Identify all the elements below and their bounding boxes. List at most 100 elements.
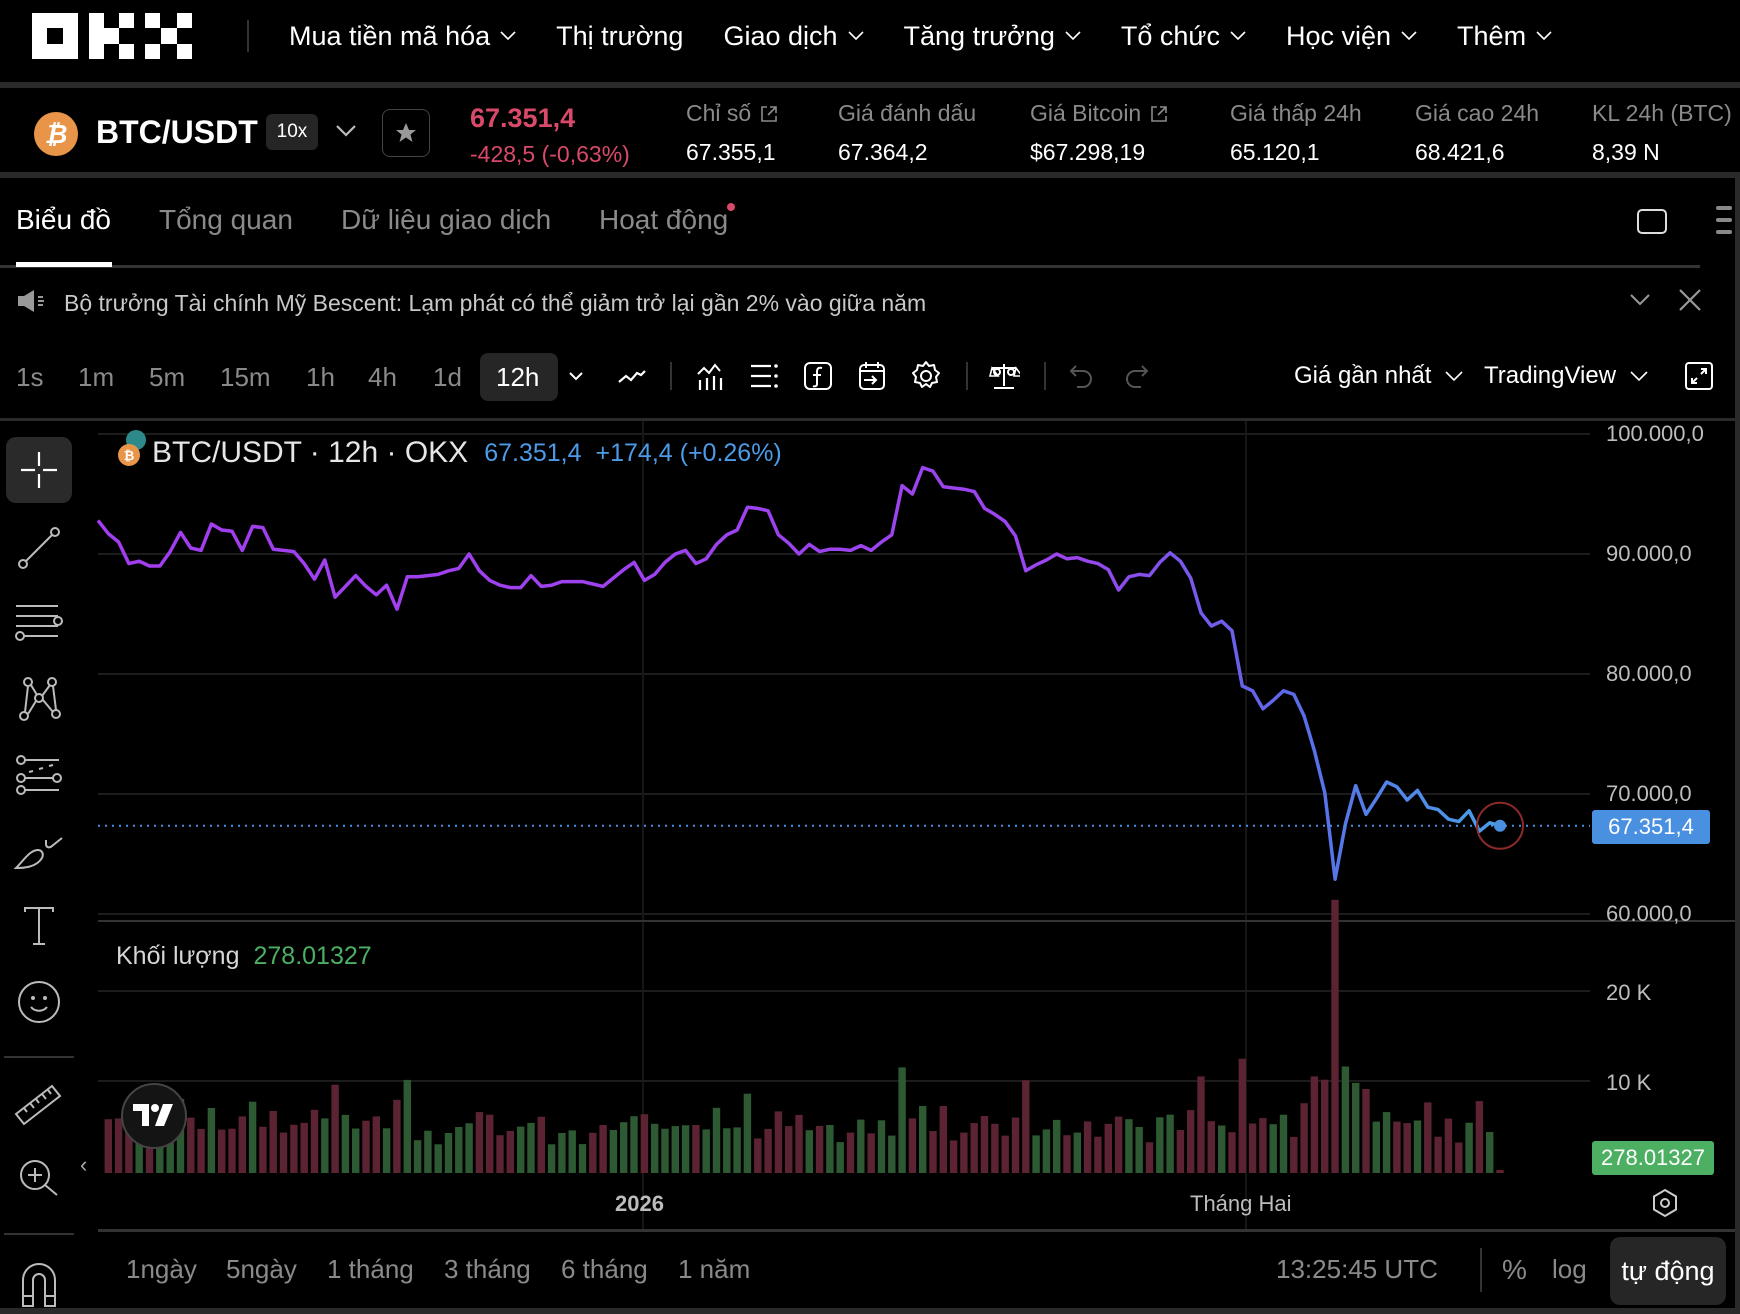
trend-line-tool[interactable] [6,515,72,581]
text-tool[interactable] [6,893,72,959]
pattern-tool[interactable] [6,666,72,732]
okx-logo[interactable] [32,13,192,59]
nav-item-buy-crypto[interactable]: Mua tiền mã hóa [289,21,516,52]
tradingview-logo[interactable] [121,1083,187,1149]
range-3m[interactable]: 3 tháng [444,1254,531,1284]
undo-icon[interactable] [1066,360,1098,392]
percent-scale-button[interactable]: % [1502,1254,1527,1285]
favorite-button[interactable] [382,109,430,157]
tab-chart[interactable]: Biểu đồ [16,204,111,235]
chevron-down-icon [1445,370,1464,381]
interval-15m[interactable]: 15m [220,362,271,392]
stat-value: 67.355,1 [686,139,776,165]
redo-icon[interactable] [1120,360,1152,392]
notification-dot [727,203,735,211]
price-chart[interactable] [0,421,1735,1231]
utc-clock[interactable]: 13:25:45 UTC [1276,1254,1438,1284]
chevron-down-icon[interactable] [1629,293,1651,307]
chevron-down-icon[interactable] [566,366,586,386]
nav-label: Giao dịch [723,20,838,51]
divider [1480,1248,1482,1292]
nav-item-academy[interactable]: Học viện [1286,21,1417,52]
interval-1s[interactable]: 1s [16,362,44,392]
announcement-text[interactable]: Bộ trưởng Tài chính Mỹ Bescent: Lạm phát… [64,290,927,316]
nav-item-more[interactable]: Thêm [1457,21,1552,52]
range-1y[interactable]: 1 năm [678,1254,751,1284]
nav-item-markets[interactable]: Thị trường [556,21,683,52]
price-line [96,465,1501,881]
stat-label: KL 24h (BTC) [1592,100,1732,126]
parallel-lines-tool[interactable] [6,591,72,657]
range-6m[interactable]: 6 tháng [561,1254,648,1284]
price-change: -428,5 (-0,63%) [470,141,630,167]
chart-engine-select[interactable]: TradingView [1484,362,1648,390]
nav-label: Tăng trưởng [903,20,1055,51]
measure-tool[interactable] [6,1069,72,1135]
list-settings-icon[interactable] [748,360,780,392]
gear-icon[interactable] [910,360,942,392]
function-icon[interactable] [802,360,834,392]
price-axis-label: 60.000,0 [1606,901,1692,926]
stat-label: Chỉ số [686,100,752,126]
tab-activity[interactable]: Hoạt động [599,204,729,235]
fullscreen-icon[interactable] [1684,361,1714,391]
tab-trading-data[interactable]: Dữ liệu giao dịch [341,204,552,235]
range-1m[interactable]: 1 tháng [327,1254,414,1284]
more-menu-button[interactable] [1716,206,1732,242]
chevron-down-icon [1401,31,1417,41]
log-scale-button[interactable]: log [1552,1254,1587,1284]
tab-overview[interactable]: Tổng quan [159,204,293,235]
chevron-down-icon[interactable] [335,124,357,138]
nav-item-growth[interactable]: Tăng trưởng [904,21,1081,52]
crosshair-tool[interactable] [6,437,72,503]
auto-scale-button[interactable]: tự động [1610,1237,1726,1305]
calendar-export-icon[interactable] [856,360,888,392]
range-5d[interactable]: 5ngày [226,1254,297,1284]
close-icon[interactable] [1677,287,1703,313]
layout-toggle-button[interactable] [1637,209,1667,234]
interval-1m[interactable]: 1m [78,362,115,392]
stat-label-link[interactable]: Giá Bitcoin [1030,100,1169,127]
chart-legend: ₿ BTC/USDT · 12h · OKX 67.351,4 +174,4 (… [118,430,782,470]
line-chart-type-icon[interactable] [616,360,648,392]
interval-1d[interactable]: 1d [433,362,462,392]
current-volume-tag: 278.01327 [1592,1141,1714,1175]
axis-settings-icon[interactable] [1650,1188,1680,1218]
scrollbar[interactable] [1735,178,1740,1314]
stat-value: 68.421,6 [1415,139,1505,165]
price-axis-label: 80.000,0 [1606,661,1692,686]
nav-item-institutional[interactable]: Tổ chức [1121,21,1246,52]
top-navigation: Mua tiền mã hóa Thị trường Giao dịch Tăn… [0,0,1740,84]
brush-icon [13,837,63,870]
toolbar-divider [966,362,968,390]
brush-tool[interactable] [6,819,72,885]
nav-item-trade[interactable]: Giao dịch [723,20,864,52]
chevron-down-icon [1230,31,1246,41]
nav-label: Tổ chức [1120,20,1220,51]
stat-label-link[interactable]: Chỉ số [686,100,779,127]
divider [0,82,1740,88]
interval-12h[interactable]: 12h [496,362,540,392]
stat-24h-low: Giá thấp 24h 65.120,1 [1230,100,1362,166]
scale-compare-icon[interactable] [988,360,1020,392]
fibonacci-tool[interactable] [6,743,72,809]
active-interval-bg [480,353,558,401]
text-icon [24,907,54,945]
range-1d[interactable]: 1ngày [126,1254,197,1284]
divider [0,172,1740,178]
chevron-down-icon [500,31,516,41]
interval-5m[interactable]: 5m [149,362,186,392]
price-type-select[interactable]: Giá gần nhất [1294,362,1464,390]
collapse-toolbar-arrow[interactable]: ‹ [80,1152,88,1177]
emoji-tool[interactable] [6,969,72,1035]
zoom-in-tool[interactable] [6,1146,72,1212]
magnet-tool[interactable] [6,1250,72,1314]
ruler-icon [14,1084,62,1126]
pair-selector[interactable]: BTC/USDT [96,114,258,150]
external-link-icon [761,105,778,122]
external-link-icon [1151,105,1168,122]
indicators-icon[interactable] [694,360,726,392]
interval-4h[interactable]: 4h [368,362,397,392]
interval-1h[interactable]: 1h [306,362,335,392]
current-price-tag: 67.351,4 [1592,810,1710,844]
